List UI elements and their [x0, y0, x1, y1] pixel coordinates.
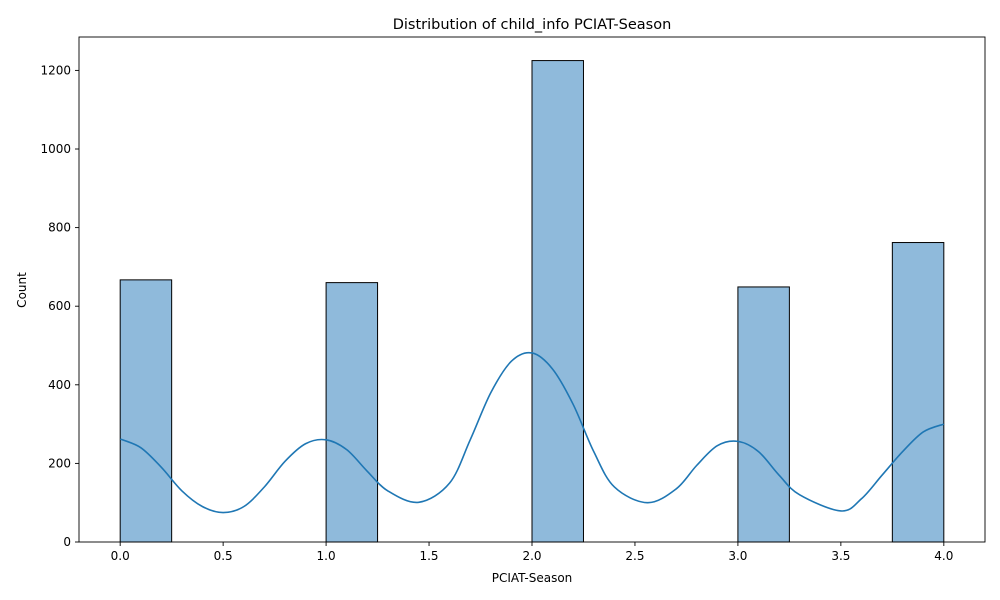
y-tick-label: 600: [48, 299, 71, 313]
chart-title: Distribution of child_info PCIAT-Season: [393, 17, 672, 33]
x-tick-label: 3.0: [728, 549, 747, 563]
x-axis-ticks: 0.0 0.5 1.0 1.5 2.0 2.5 3.0 3.5 4.0: [111, 542, 953, 563]
x-tick-label: 4.0: [934, 549, 953, 563]
histogram-bar: [891, 242, 945, 543]
x-tick-label: 1.5: [419, 549, 438, 563]
x-tick-label: 2.5: [625, 549, 644, 563]
y-tick-label: 1200: [40, 63, 71, 77]
x-tick-label: 0.0: [111, 549, 130, 563]
histogram-bar: [325, 282, 379, 543]
histogram-bar: [737, 286, 790, 543]
y-tick-label: 200: [48, 456, 71, 470]
x-tick-label: 3.5: [831, 549, 850, 563]
x-tick-label: 1.0: [317, 549, 336, 563]
y-tick-label: 0: [63, 535, 71, 549]
x-axis-label: PCIAT-Season: [492, 571, 573, 585]
y-tick-label: 1000: [40, 142, 71, 156]
histogram-bar: [119, 279, 173, 543]
histogram-bars: [119, 60, 945, 543]
y-tick-label: 400: [48, 378, 71, 392]
x-tick-label: 2.0: [522, 549, 541, 563]
y-axis-ticks: 0 200 400 600 800 1000 1200: [40, 63, 79, 549]
x-tick-label: 0.5: [214, 549, 233, 563]
kde-curve: [119, 351, 945, 514]
y-axis-label: Count: [15, 272, 29, 308]
histogram-bar: [531, 60, 584, 543]
y-tick-label: 800: [48, 221, 71, 235]
